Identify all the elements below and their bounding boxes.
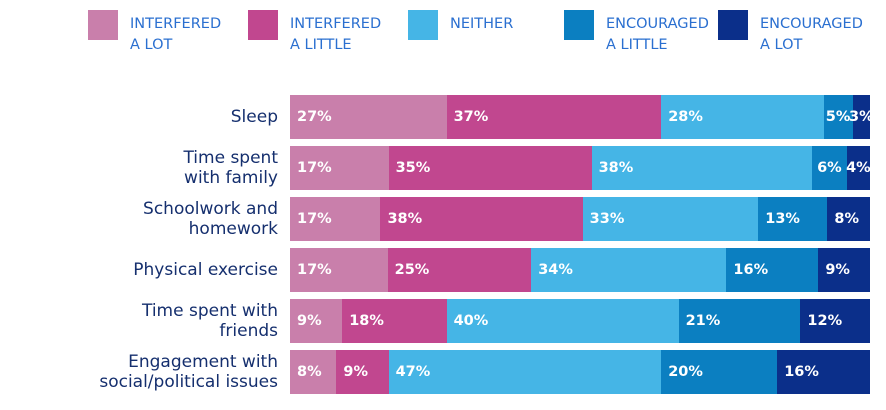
value-label: 21% bbox=[685, 313, 721, 329]
bar-segment: 9% bbox=[290, 299, 343, 343]
value-label: 33% bbox=[589, 211, 625, 227]
value-label: 28% bbox=[668, 109, 703, 125]
bar-segment: 5% bbox=[823, 95, 853, 139]
value-label: 17% bbox=[297, 262, 332, 278]
value-label: 38% bbox=[387, 211, 423, 227]
category-label: Schoolwork and homework bbox=[143, 199, 278, 239]
bar-segment: 21% bbox=[678, 299, 801, 343]
bar-segment: 25% bbox=[387, 248, 532, 292]
bar-segment: 6% bbox=[812, 146, 847, 190]
value-label: 40% bbox=[453, 313, 489, 329]
legend-label: NEITHER bbox=[450, 16, 514, 32]
bar-segment: 13% bbox=[758, 197, 828, 241]
value-label: 47% bbox=[395, 364, 431, 380]
legend-label: ENCOURAGED A LOT bbox=[760, 16, 863, 53]
value-label: 9% bbox=[297, 313, 322, 329]
value-label: 37% bbox=[453, 109, 489, 125]
category-label: Physical exercise bbox=[133, 260, 278, 280]
bar-segment: 8% bbox=[827, 197, 870, 241]
legend-swatch bbox=[88, 10, 118, 40]
value-label: 16% bbox=[733, 262, 769, 278]
value-label: 12% bbox=[807, 313, 843, 329]
category-label: Sleep bbox=[230, 107, 278, 127]
legend-swatch bbox=[408, 10, 438, 40]
bar-segment: 20% bbox=[661, 350, 778, 394]
bar-segment: 12% bbox=[800, 299, 870, 343]
value-label: 3% bbox=[848, 109, 874, 125]
value-label: 8% bbox=[297, 364, 322, 380]
category-label: Time spent with friends bbox=[141, 301, 278, 341]
bar-segment: 38% bbox=[591, 146, 812, 190]
bar-segment: 35% bbox=[388, 146, 592, 190]
value-label: 16% bbox=[784, 364, 819, 380]
bar-segment: 27% bbox=[290, 95, 447, 139]
category-label: Time spent with family bbox=[183, 148, 278, 188]
value-label: 9% bbox=[343, 364, 369, 380]
value-label: 17% bbox=[297, 211, 332, 227]
bar-segment: 28% bbox=[661, 95, 824, 139]
bar-segment: 16% bbox=[777, 350, 870, 394]
bar-segment: 37% bbox=[446, 95, 662, 139]
value-label: 9% bbox=[825, 262, 850, 278]
value-label: 13% bbox=[765, 211, 800, 227]
value-label: 4% bbox=[846, 160, 871, 176]
bar-segment: 16% bbox=[726, 248, 819, 292]
legend-swatch bbox=[564, 10, 594, 40]
bar-segment: 17% bbox=[290, 197, 381, 241]
bar-segment: 4% bbox=[846, 146, 871, 190]
bar-segment: 33% bbox=[582, 197, 759, 241]
bar-segment: 9% bbox=[336, 350, 389, 394]
value-label: 34% bbox=[538, 262, 573, 278]
value-label: 18% bbox=[349, 313, 384, 329]
legend-label: ENCOURAGED A LITTLE bbox=[606, 16, 709, 53]
bar-segment: 3% bbox=[849, 95, 874, 139]
value-label: 25% bbox=[394, 262, 430, 278]
bar-segment: 47% bbox=[388, 350, 662, 394]
legend-swatch bbox=[718, 10, 748, 40]
bar-segment: 17% bbox=[290, 248, 388, 292]
bar-segment: 34% bbox=[531, 248, 727, 292]
value-label: 8% bbox=[834, 211, 860, 227]
value-label: 17% bbox=[297, 160, 332, 176]
category-label: Engagement with social/political issues bbox=[99, 352, 278, 392]
legend-label: INTERFERED A LITTLE bbox=[290, 16, 382, 53]
value-label: 20% bbox=[668, 364, 703, 380]
bar-segment: 18% bbox=[342, 299, 447, 343]
value-label: 27% bbox=[297, 109, 332, 125]
legend-label: INTERFERED A LOT bbox=[130, 16, 222, 53]
bar-segment: 17% bbox=[290, 146, 389, 190]
bar-segment: 40% bbox=[446, 299, 679, 343]
bar-segment: 9% bbox=[818, 248, 870, 292]
value-label: 5% bbox=[825, 109, 851, 125]
legend-swatch bbox=[248, 10, 278, 40]
value-label: 6% bbox=[817, 160, 842, 176]
bar-segment: 8% bbox=[290, 350, 337, 394]
value-label: 35% bbox=[395, 160, 431, 176]
value-label: 38% bbox=[598, 160, 634, 176]
bar-segment: 38% bbox=[380, 197, 583, 241]
